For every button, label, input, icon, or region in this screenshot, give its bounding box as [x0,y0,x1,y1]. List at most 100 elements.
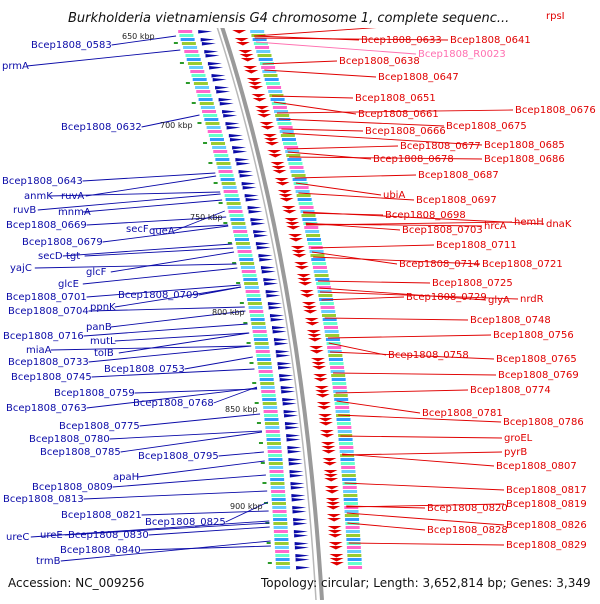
gene-label[interactable]: Bcep1808_0817 [506,485,587,496]
gene-label[interactable]: Bcep1808_0807 [496,461,577,472]
gene-label[interactable]: Bcep1808_0633 [361,35,442,46]
gene-label[interactable]: prmA [2,61,29,72]
gene-label[interactable]: Bcep1808_0753 [104,364,185,375]
gene-label[interactable]: Bcep1808_0729 [406,292,487,303]
gene-label[interactable]: Bcep1808_0687 [418,170,499,181]
gene-label[interactable]: Bcep1808_0748 [470,315,551,326]
gene-label[interactable]: Bcep1808_0583 [31,40,112,51]
gene-label[interactable]: yajC [10,263,32,274]
gene-label[interactable]: nrdR [520,294,544,305]
gene-label[interactable]: hrcA [484,221,507,232]
gene-label[interactable]: secF [126,224,149,235]
gene-label[interactable]: tgt [66,251,80,262]
gene-label[interactable]: ruvB [13,205,36,216]
gene-label[interactable]: Bcep1808_0765 [496,354,577,365]
gene-class-block [208,134,223,137]
gene-label[interactable]: Bcep1808_0703 [402,225,483,236]
gene-label[interactable]: Bcep1808_0716 [3,331,84,342]
gene-label[interactable]: Bcep1808_0661 [358,109,439,120]
gene-label[interactable]: Bcep1808_0756 [493,330,574,341]
gene-label[interactable]: Bcep1808_0813 [3,494,84,505]
gene-label[interactable]: Bcep1808_0679 [22,237,103,248]
gene-label[interactable]: Bcep1808_0641 [450,35,531,46]
gene-label[interactable]: groEL [504,433,533,444]
label-connector [148,526,270,536]
gene-label[interactable]: Bcep1808_0826 [506,520,587,531]
gene-label[interactable]: Bcep1808_0768 [133,398,214,409]
gene-label[interactable]: ruvA [61,191,84,202]
gene-label[interactable]: Bcep1808_0769 [498,370,579,381]
gene-label[interactable]: Bcep1808_0686 [484,154,565,165]
gene-label[interactable]: Bcep1808_0819 [506,499,587,510]
gene-label[interactable]: Bcep1808_0701 [6,292,87,303]
gene-label[interactable]: miaA [26,345,52,356]
gene-label[interactable]: Bcep1808_0698 [385,210,466,221]
gene-label[interactable]: Bcep1808_0714 [399,259,480,270]
gene-label[interactable]: Bcep1808_0780 [29,434,110,445]
gene-label[interactable]: Bcep1808_0711 [436,240,517,251]
gene-label[interactable]: rpsI [546,11,565,22]
gene-label[interactable]: Bcep1808_0785 [40,447,121,458]
gene-label[interactable]: Bcep1808_0721 [482,259,563,270]
gene-label[interactable]: glcF [86,267,107,278]
gene-label[interactable]: glyA [488,295,510,306]
gene-label[interactable]: Bcep1808_0830 [68,530,149,541]
gene-label[interactable]: Bcep1808_0821 [61,510,142,521]
gene-class-block [255,346,270,349]
gene-label[interactable]: panB [86,322,112,333]
gene-label[interactable]: Bcep1808_0758 [388,350,469,361]
gene-label[interactable]: queA [149,226,175,237]
gene-label[interactable]: Bcep1808_0828 [427,525,508,536]
gene-label[interactable]: Bcep1808_0632 [61,122,142,133]
gene-label[interactable]: Bcep1808_0704 [8,306,89,317]
gene-label[interactable]: Bcep1808_0669 [6,220,87,231]
gene-label[interactable]: Bcep1808_0840 [60,545,141,556]
gene-label[interactable]: Bcep1808_0795 [138,451,219,462]
gene-label[interactable]: Bcep1808_0675 [446,121,527,132]
gene-label[interactable]: Bcep1808_0643 [2,176,83,187]
gene-label[interactable]: Bcep1808_0829 [506,540,587,551]
gene-label[interactable]: Bcep1808_0697 [416,195,497,206]
gene-label[interactable]: ppnK [90,302,116,313]
gene-label[interactable]: Bcep1808_0825 [145,517,226,528]
gene-label[interactable]: ubiA [383,190,405,201]
gene-label[interactable]: anmK [24,191,53,202]
gene-label[interactable]: Bcep1808_0809 [32,482,113,493]
gene-label[interactable]: Bcep1808_0763 [6,403,87,414]
gene-label[interactable]: Bcep1808_0677 [400,141,481,152]
gene-label[interactable]: hemH [514,217,544,228]
gene-label[interactable]: Bcep1808_0651 [355,93,436,104]
gene-label[interactable]: ureC [6,532,29,543]
gene-label[interactable]: Bcep1808_0676 [515,105,596,116]
reverse-gene-arrow [278,194,293,198]
forward-gene-arrow [292,510,307,514]
gene-label[interactable]: Bcep1808_0666 [365,126,446,137]
label-connector [141,114,200,128]
gene-label[interactable]: Bcep1808_0733 [8,357,89,368]
gene-label[interactable]: Bcep1808_0638 [339,56,420,67]
gene-label[interactable]: dnaK [546,219,572,230]
gene-label[interactable]: secD [38,251,63,262]
gene-label[interactable]: ureE [40,530,63,541]
gene-label[interactable]: mutL [90,336,116,347]
gene-label[interactable]: Bcep1808_0774 [470,385,551,396]
gene-label[interactable]: apaH [113,472,139,483]
gene-label[interactable]: Bcep1808_0725 [432,278,513,289]
gene-label[interactable]: Bcep1808_0647 [378,72,459,83]
gene-label[interactable]: Bcep1808_0820 [427,503,508,514]
gene-label[interactable]: glcE [58,279,79,290]
gene-label[interactable]: Bcep1808_0759 [54,388,135,399]
gene-label[interactable]: Bcep1808_0786 [503,417,584,428]
gene-label[interactable]: trmB [36,556,61,567]
gene-label[interactable]: Bcep1808_0685 [484,140,565,151]
gene-label[interactable]: Bcep1808_0709 [118,290,199,301]
gene-label[interactable]: Bcep1808_0781 [422,408,503,419]
forward-gene-arrow [263,278,278,282]
gene-label[interactable]: pyrB [504,447,527,458]
gene-label[interactable]: Bcep1808_R0023 [418,49,506,60]
gene-label[interactable]: Bcep1808_0775 [59,421,140,432]
gene-label[interactable]: tolB [94,348,114,359]
gene-label[interactable]: Bcep1808_0678 [373,154,454,165]
gene-label[interactable]: mnmA [58,207,91,218]
gene-label[interactable]: Bcep1808_0745 [11,372,92,383]
